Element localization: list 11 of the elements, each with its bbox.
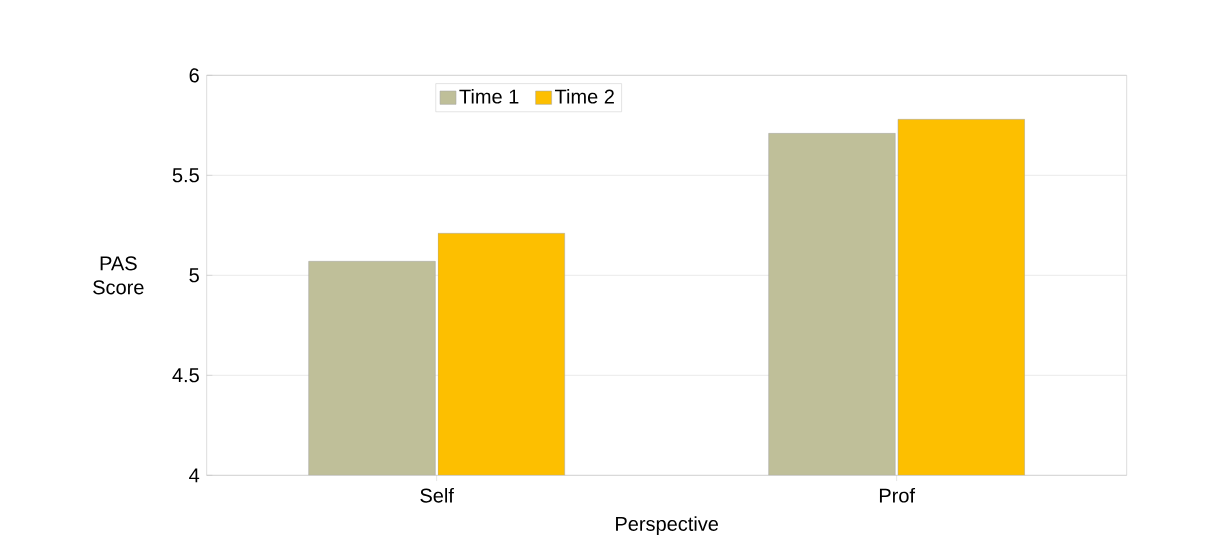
y-tick-label: 4 [189,468,200,483]
y-tick-label: 5.5 [172,168,199,183]
legend-label: Time 2 [554,88,614,104]
y-tick-label: 6 [189,68,199,83]
y-tick-label: 4.5 [172,368,199,383]
x-tick-label: Prof [879,487,916,503]
y-axis-title: PAS Score [93,256,144,295]
legend-label: Time 1 [459,88,519,104]
y-tick-label: 5 [189,268,199,283]
x-tick-label: Self [420,487,454,503]
x-axis-title: Perspective [616,516,719,535]
